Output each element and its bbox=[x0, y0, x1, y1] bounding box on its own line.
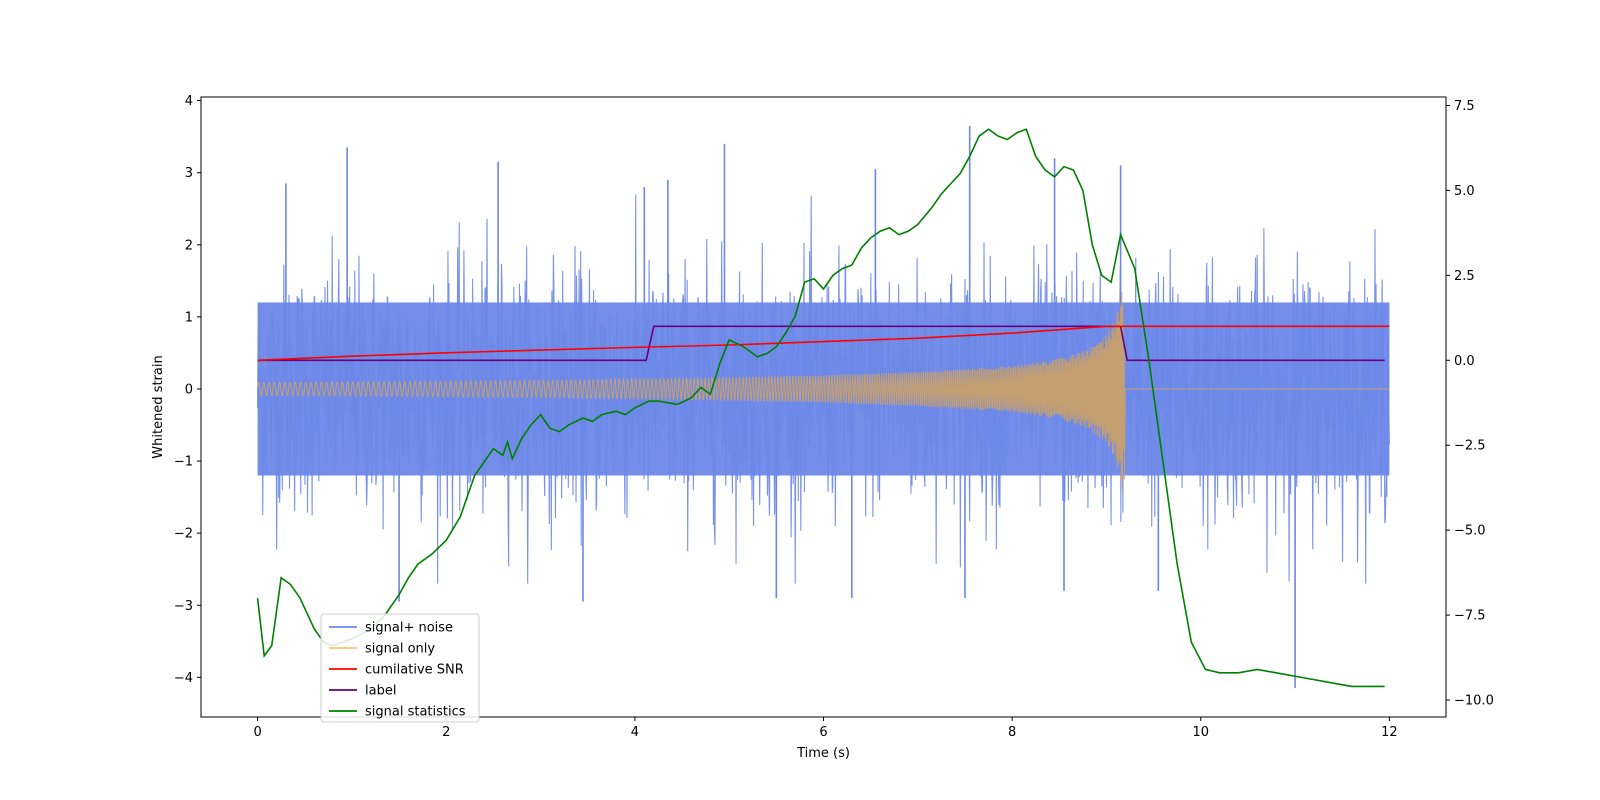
signal-noise-line bbox=[257, 194, 1390, 584]
y-tick-label: 4 bbox=[185, 94, 193, 109]
y2-tick-label: −10.0 bbox=[1454, 694, 1494, 709]
series-layer bbox=[256, 125, 1390, 689]
axes-layer: 0 2 4 6 8 10 12−4−3−2−101234−10.0−7.5−5.0−2.50… bbox=[174, 94, 1494, 740]
x-tick-label: 0 bbox=[253, 725, 261, 740]
x-tick-label: 8 bbox=[1008, 725, 1016, 740]
legend-box bbox=[320, 613, 480, 723]
y-tick-label: −4 bbox=[174, 671, 193, 686]
legend-entry-label: signal statistics bbox=[365, 705, 466, 720]
legend: signal+ noise signal only cumilative SNR la… bbox=[320, 613, 480, 723]
x-tick-label: 2 bbox=[442, 725, 450, 740]
y-tick-label: 1 bbox=[185, 310, 193, 325]
legend-entry-label: label bbox=[365, 684, 396, 699]
y2-tick-label: −2.5 bbox=[1454, 439, 1486, 454]
legend-entry-label: signal+ noise bbox=[365, 621, 453, 636]
legend-entry-label: cumilative SNR bbox=[365, 663, 464, 678]
y-tick-label: −3 bbox=[174, 599, 193, 614]
signal-statistics-line bbox=[256, 128, 1385, 688]
y-tick-label: 0 bbox=[185, 382, 193, 397]
x-tick-label: 4 bbox=[631, 725, 639, 740]
legend-entry-label: signal only bbox=[365, 642, 435, 657]
cumilative-snr-line bbox=[257, 325, 1390, 362]
y2-tick-label: −5.0 bbox=[1454, 524, 1486, 539]
y-tick-label: −2 bbox=[174, 527, 193, 542]
y2-tick-label: −7.5 bbox=[1454, 609, 1486, 624]
y-tick-label: −1 bbox=[174, 455, 193, 470]
y2-tick-label: 5.0 bbox=[1454, 184, 1475, 199]
y-tick-label: 2 bbox=[185, 238, 193, 253]
x-tick-label: 10 bbox=[1192, 725, 1209, 740]
y-axis-label: Whitened strain bbox=[151, 355, 166, 458]
x-tick-label: 6 bbox=[819, 725, 827, 740]
x-axis-label: Time (s) bbox=[796, 746, 850, 761]
y2-tick-label: 7.5 bbox=[1454, 99, 1475, 114]
y2-tick-label: 2.5 bbox=[1454, 269, 1475, 284]
x-tick-label: 12 bbox=[1381, 725, 1398, 740]
signal-only-line bbox=[257, 292, 1390, 490]
y2-tick-label: 0.0 bbox=[1454, 354, 1475, 369]
y-tick-label: 3 bbox=[185, 166, 193, 181]
label-line bbox=[257, 325, 1385, 362]
